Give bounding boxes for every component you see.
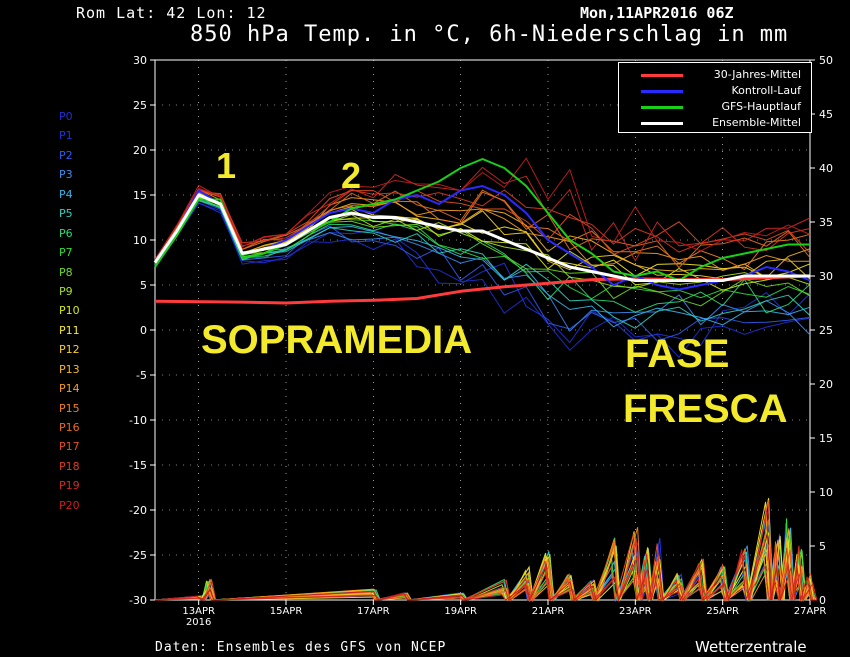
ensemble-member-label: P12 [59, 343, 80, 357]
y-right-tick-label: 25 [819, 324, 833, 337]
y-right-tick-label: 20 [819, 378, 833, 391]
x-tick-label: 19APR [444, 606, 477, 617]
ensemble-member-line [154, 198, 811, 336]
y-right-tick-label: 35 [819, 216, 833, 229]
y-left-tick-label: -20 [129, 504, 147, 517]
ensemble-member-label: P16 [59, 421, 80, 434]
y-right-tick-label: 10 [819, 486, 833, 499]
y-left-tick-label: -25 [129, 549, 147, 562]
ensemble-member-label: P7 [59, 246, 73, 260]
y-left-tick-label: 5 [140, 279, 147, 292]
x-tick-label: 27APR [794, 606, 827, 617]
y-right-tick-label: 50 [819, 54, 833, 67]
ensemble-member-label: P4 [59, 187, 73, 201]
x-tick-label: 25APR [706, 606, 739, 617]
ensemble-member-label: P3 [59, 168, 73, 182]
legend-label: Kontroll-Lauf [731, 84, 802, 97]
y-left-tick-label: -15 [129, 459, 147, 472]
ensemble-member-label: P6 [59, 226, 73, 240]
ensemble-member-label: P2 [59, 148, 73, 162]
y-left-tick-label: 0 [140, 324, 147, 337]
legend-swatch [641, 122, 683, 125]
annotation-marker-2: 2 [341, 155, 362, 196]
x-tick-label: 21APR [532, 606, 565, 617]
legend-swatch [641, 90, 683, 93]
ensemble-member-label: P10 [59, 304, 80, 318]
legend-label: GFS-Hauptlauf [721, 100, 801, 113]
ensemble-member-label: P18 [59, 459, 80, 473]
ensemble-member-label: P5 [59, 207, 73, 221]
y-left-tick-label: 25 [133, 99, 147, 112]
precip-member-line [154, 510, 818, 602]
ensemble-member-label: P17 [59, 440, 80, 454]
annotation-sopramedia: SOPRAMEDIA [201, 318, 473, 362]
x-tick-sublabel: 2016 [186, 617, 211, 628]
ensemble-member-label: P20 [59, 498, 80, 512]
ensemble-member-line [154, 192, 811, 280]
series-line-ensemble-mittel [153, 193, 810, 282]
ensemble-member-line [154, 202, 811, 346]
ensemble-member-label: P1 [59, 129, 73, 143]
legend-label: Ensemble-Mittel [712, 116, 801, 129]
precip-member-line [154, 539, 814, 602]
ensemble-member-label: P15 [59, 401, 80, 415]
y-left-tick-label: 10 [133, 234, 147, 247]
annotation-marker-1: 1 [216, 145, 237, 186]
legend-item-gfs-hauptlauf: GFS-Hauptlauf [619, 100, 811, 114]
annotation-fase: FASE [625, 332, 730, 376]
y-left-tick-label: -10 [129, 414, 147, 427]
ensemble-member-list: P0 P1 P2 P3 P4 P5 P6 P7 P8 P9 P10 P11 P12 P13 P14 P15 P1… [59, 110, 80, 518]
ensemble-member-label: P9 [59, 284, 73, 298]
legend-item-ensemble-mittel: Ensemble-Mittel [619, 116, 811, 130]
ensemble-member-label: P11 [59, 323, 80, 337]
ensemble-member-line [154, 202, 811, 358]
y-left-tick-label: 15 [133, 189, 147, 202]
x-tick-label: 17APR [357, 606, 390, 617]
y-left-tick-label: 30 [133, 54, 147, 67]
x-tick-label: 23APR [619, 606, 652, 617]
chart-legend: 30-Jahres-Mittel Kontroll-Lauf GFS-Haupt… [618, 62, 812, 133]
legend-item-kontroll-lauf: Kontroll-Lauf [619, 84, 811, 98]
y-left-tick-label: 20 [133, 144, 147, 157]
precip-member-line [154, 518, 817, 602]
legend-item-30-jahres-mittel: 30-Jahres-Mittel [619, 68, 811, 82]
series-line-kontroll-lauf [154, 185, 811, 291]
legend-swatch [641, 74, 683, 77]
y-right-tick-label: 30 [819, 270, 833, 283]
y-left-tick-label: -5 [136, 369, 147, 382]
precip-member-line [154, 534, 812, 602]
x-tick-label: 13APR [182, 606, 215, 617]
precip-member-line [154, 519, 816, 602]
ensemble-member-label: P13 [59, 362, 80, 376]
y-right-tick-label: 5 [819, 540, 826, 553]
annotation-fresca: FRESCA [623, 387, 788, 431]
ensemble-member-label: P8 [59, 265, 73, 279]
y-right-tick-label: 15 [819, 432, 833, 445]
series-line-gfs-hauptlauf [154, 158, 810, 282]
ensemble-member-line [154, 166, 811, 262]
y-left-tick-label: -30 [129, 594, 147, 607]
legend-label: 30-Jahres-Mittel [713, 68, 801, 81]
run-date-label: Mon,11APR2016 06Z [580, 4, 734, 22]
precip-member-line [154, 497, 815, 602]
ensemble-member-label: P14 [59, 382, 80, 396]
location-label: Rom Lat: 42 Lon: 12 [76, 4, 267, 22]
chart-title: 850 hPa Temp. in °C, 6h-Niederschlag in … [190, 22, 789, 47]
brand-label: Wetterzentrale [695, 638, 807, 656]
legend-swatch [641, 106, 683, 109]
y-right-tick-label: 40 [819, 162, 833, 175]
data-source-note: Daten: Ensembles des GFS von NCEP [155, 640, 447, 655]
y-right-tick-label: 45 [819, 108, 833, 121]
ensemble-member-line [154, 189, 811, 269]
x-tick-label: 15APR [270, 606, 303, 617]
ensemble-member-label: P19 [59, 479, 80, 493]
y-right-tick-label: 0 [819, 594, 826, 607]
ensemble-member-label: P0 [59, 110, 73, 123]
ensemble-member-line [154, 157, 811, 260]
